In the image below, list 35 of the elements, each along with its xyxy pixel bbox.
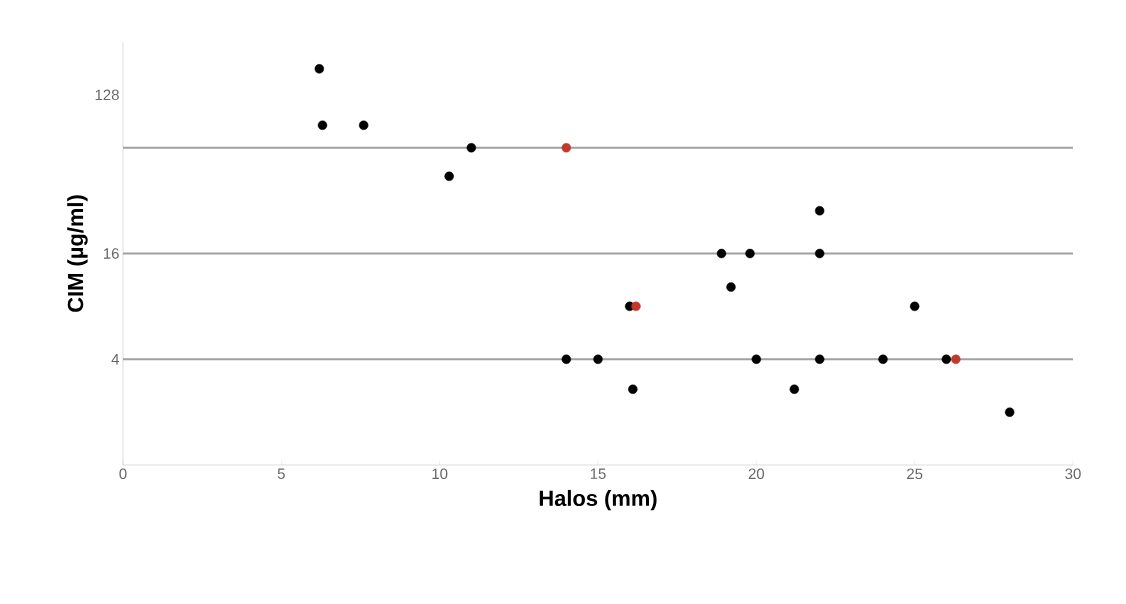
point <box>726 282 736 292</box>
y-tick-label: 16 <box>104 248 119 259</box>
point <box>358 120 369 130</box>
x-tick-label: 0 <box>119 468 127 480</box>
y-tick-label: 4 <box>111 354 120 365</box>
point <box>561 143 572 153</box>
point <box>561 354 572 364</box>
x-axis-title: Halos (mm) <box>539 489 657 511</box>
x-tick-label: 10 <box>432 468 448 480</box>
point <box>951 354 961 364</box>
point <box>909 301 920 312</box>
point <box>745 248 755 259</box>
point <box>814 248 825 259</box>
x-tick-label: 20 <box>748 468 765 480</box>
point <box>751 354 762 364</box>
point <box>789 384 800 394</box>
y-tick-label: 128 <box>95 89 119 101</box>
point <box>593 354 603 364</box>
x-tick-label: 5 <box>277 468 285 479</box>
point <box>444 171 454 182</box>
y-axis-title: CIM (µg/ml) <box>67 195 88 312</box>
point <box>466 143 477 153</box>
x-tick-label: 30 <box>1065 468 1081 480</box>
point <box>814 354 825 364</box>
point <box>941 354 952 364</box>
point <box>1004 407 1015 417</box>
point <box>628 384 638 394</box>
x-tick-label: 25 <box>907 468 923 480</box>
point <box>631 301 641 312</box>
x-tick-label: 15 <box>590 468 606 479</box>
point <box>878 354 888 364</box>
point <box>317 120 328 130</box>
point <box>314 64 325 74</box>
point <box>716 248 727 259</box>
point <box>814 206 825 216</box>
